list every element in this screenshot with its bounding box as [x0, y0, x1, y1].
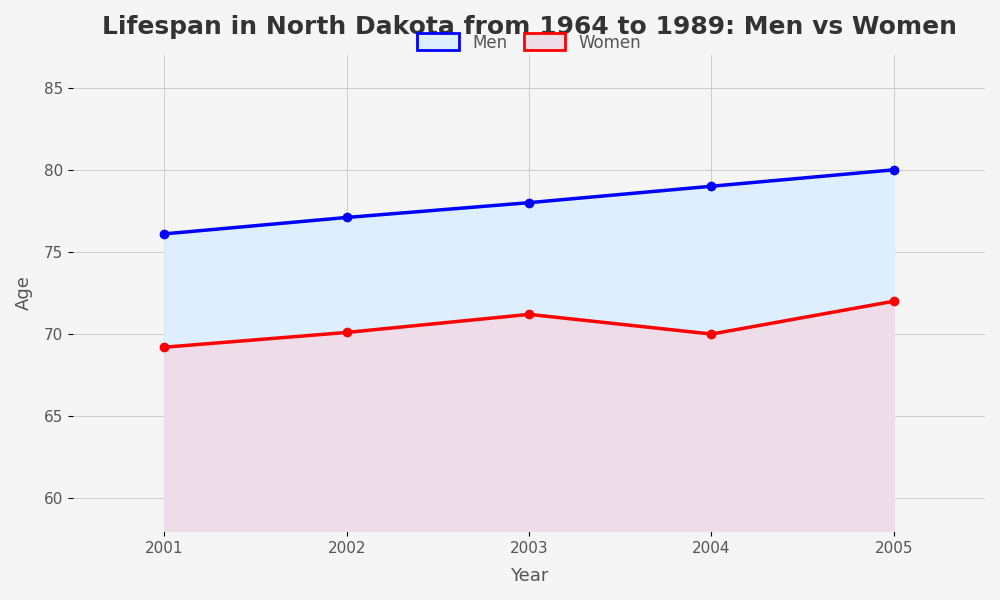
Title: Lifespan in North Dakota from 1964 to 1989: Men vs Women: Lifespan in North Dakota from 1964 to 19… — [102, 15, 957, 39]
Legend: Men, Women: Men, Women — [409, 25, 650, 60]
Y-axis label: Age: Age — [15, 275, 33, 310]
X-axis label: Year: Year — [510, 567, 548, 585]
